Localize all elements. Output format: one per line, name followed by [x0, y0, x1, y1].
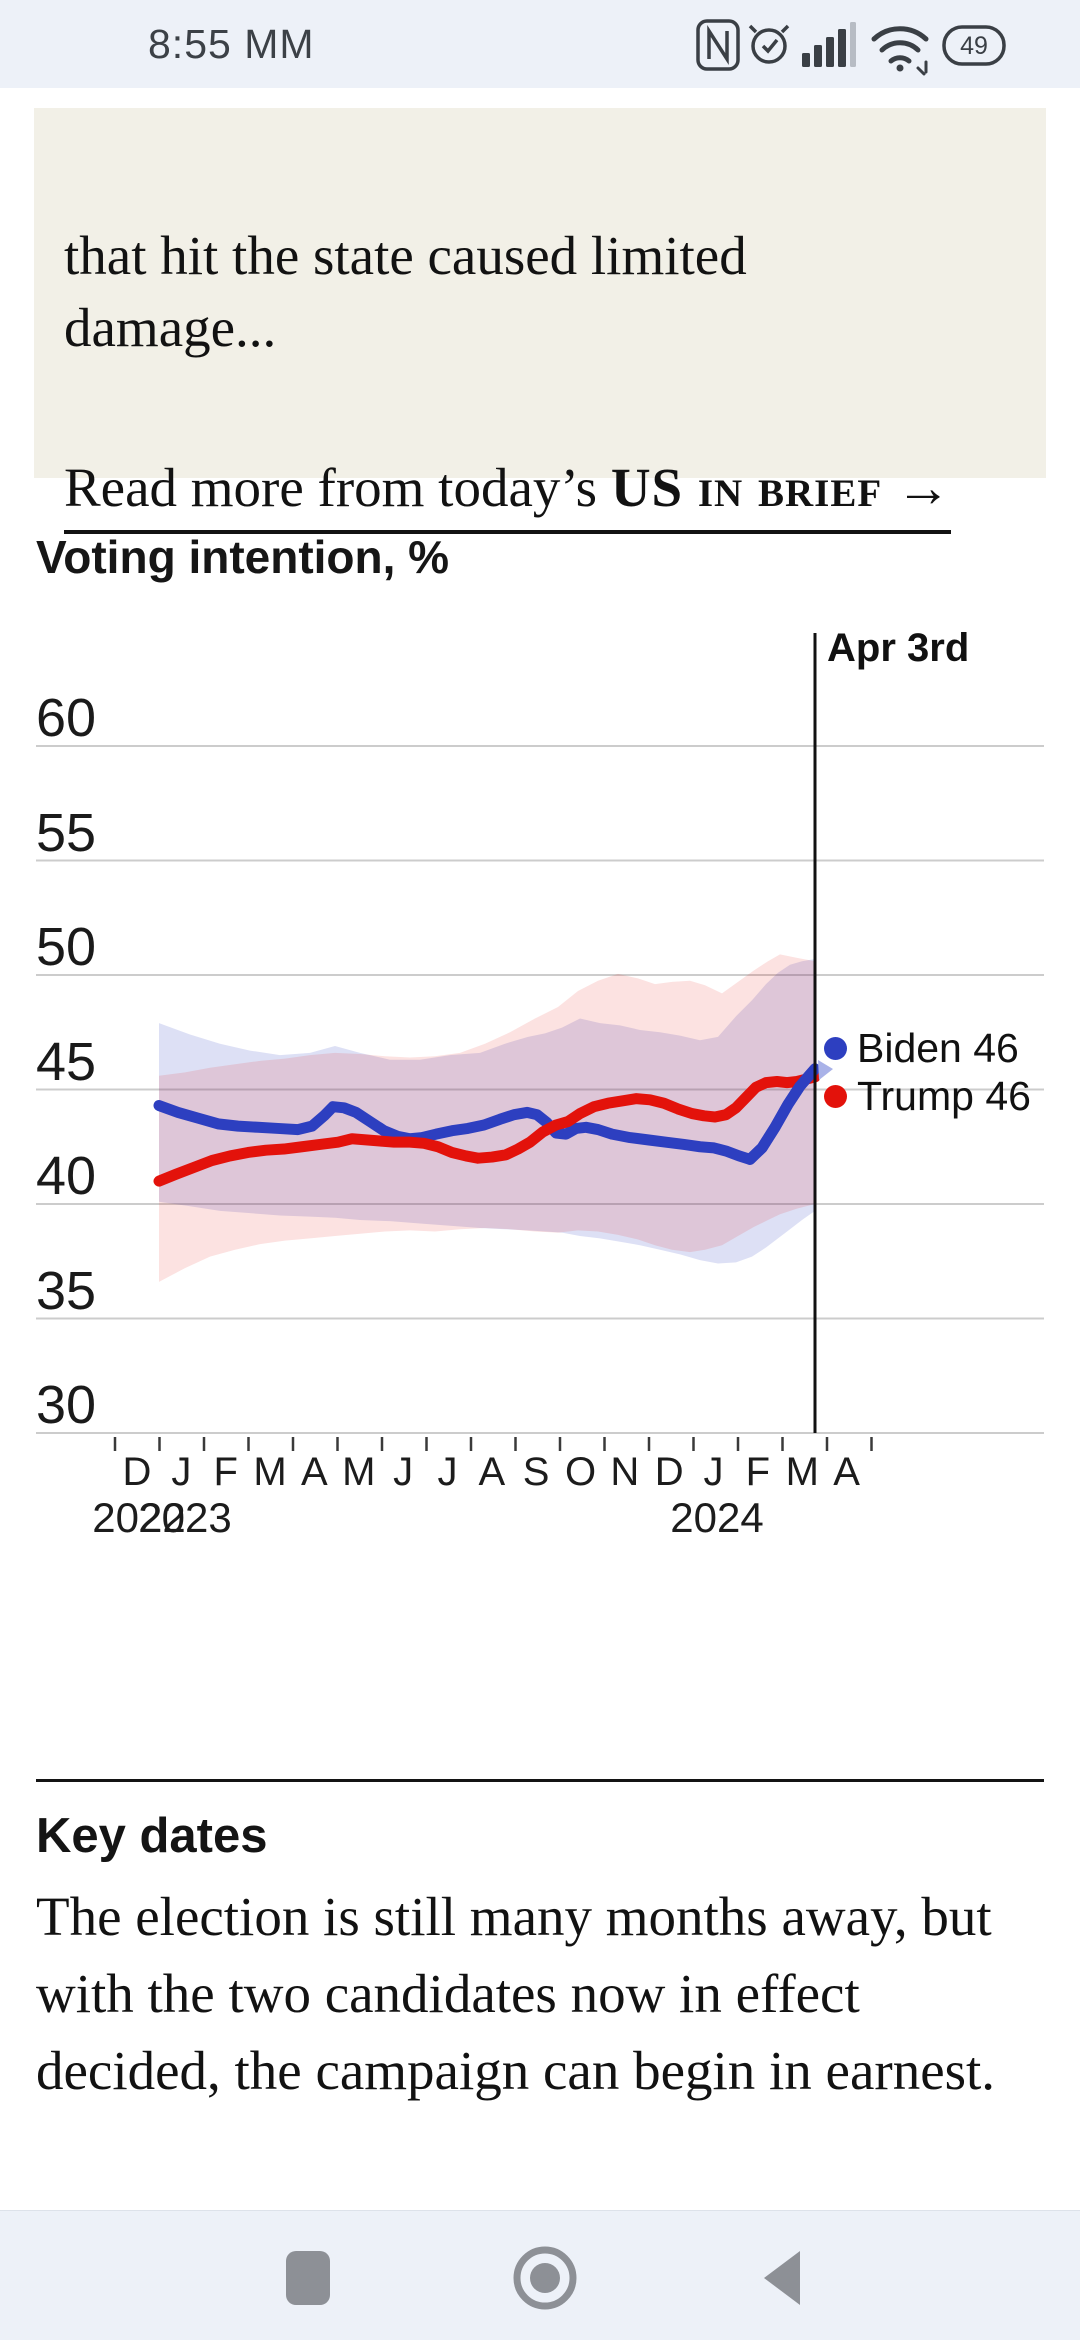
brief-card: that hit the state caused limited damage…	[34, 108, 1046, 534]
y-tick-label-30: 30	[36, 1375, 97, 1435]
key-dates-heading: Key dates	[36, 1809, 268, 1863]
brief-text-line2: damage...	[64, 297, 277, 358]
y-tick-label-60: 60	[36, 688, 97, 748]
status-icons: 49	[696, 19, 1006, 76]
brief-text-line1: that hit the state caused limited	[64, 225, 747, 286]
alarm-icon	[748, 24, 790, 64]
key-dates-paragraph: The election is still many months away, …	[36, 1886, 996, 2101]
year-label-2023: 2023	[138, 1494, 232, 1541]
status-time: 8:55 MM	[148, 21, 315, 67]
month-label: F	[745, 1450, 771, 1494]
month-label: J	[437, 1450, 458, 1494]
month-label: N	[610, 1450, 640, 1494]
back-button[interactable]	[764, 2251, 800, 2305]
y-tick-label-55: 55	[36, 802, 97, 863]
y-tick-label-50: 50	[36, 917, 97, 977]
month-label: J	[393, 1450, 414, 1494]
month-label: J	[171, 1450, 192, 1494]
home-button[interactable]	[513, 2246, 577, 2310]
legend-trump: Trump 46	[824, 1073, 1031, 1120]
month-label: M	[253, 1450, 287, 1494]
battery-percent-text: 49	[960, 32, 988, 60]
read-more-link-prefix: Read more from today’s	[64, 457, 611, 518]
month-label: M	[342, 1450, 376, 1494]
month-label: A	[478, 1450, 506, 1494]
y-tick-label-45: 45	[36, 1031, 97, 1092]
y-tick-label-35: 35	[36, 1260, 97, 1321]
poll-tracker-chart	[36, 633, 1044, 1451]
month-label: O	[564, 1450, 597, 1494]
y-tick-label-40: 40	[36, 1146, 97, 1206]
year-label-2024: 2024	[670, 1494, 764, 1541]
read-more-link[interactable]: Read more from today’s US in brief →	[64, 456, 951, 534]
trump-dot-icon	[824, 1085, 847, 1108]
month-label: A	[833, 1450, 860, 1494]
month-label: M	[785, 1450, 819, 1494]
nfc-icon	[696, 19, 740, 71]
battery-icon: 49	[942, 25, 1006, 66]
month-label: F	[213, 1450, 238, 1494]
year-label-2022: 2022	[92, 1494, 186, 1541]
recents-button[interactable]	[286, 2251, 330, 2305]
legend-biden: Biden 46	[824, 1025, 1019, 1072]
month-label: D	[654, 1450, 684, 1494]
legend-trump-label: Trump 46	[857, 1073, 1031, 1119]
legend-biden-label: Biden 46	[857, 1025, 1019, 1071]
wifi-icon	[871, 26, 929, 76]
month-label: D	[122, 1450, 152, 1494]
biden-dot-icon	[824, 1037, 847, 1060]
chart-title: Voting intention, %	[36, 531, 450, 583]
android-nav-bar	[0, 2210, 1080, 2340]
arrow-right-icon: →	[882, 457, 951, 518]
month-label: A	[301, 1450, 328, 1494]
signal-icon	[802, 22, 856, 67]
month-label: S	[522, 1450, 550, 1494]
section-divider	[36, 1779, 1044, 1782]
month-label: J	[703, 1450, 724, 1494]
annotation-label: Apr 3rd	[827, 626, 970, 670]
status-bar: 8:55 MM	[0, 0, 1080, 88]
read-more-link-bold: US in brief	[610, 457, 883, 518]
